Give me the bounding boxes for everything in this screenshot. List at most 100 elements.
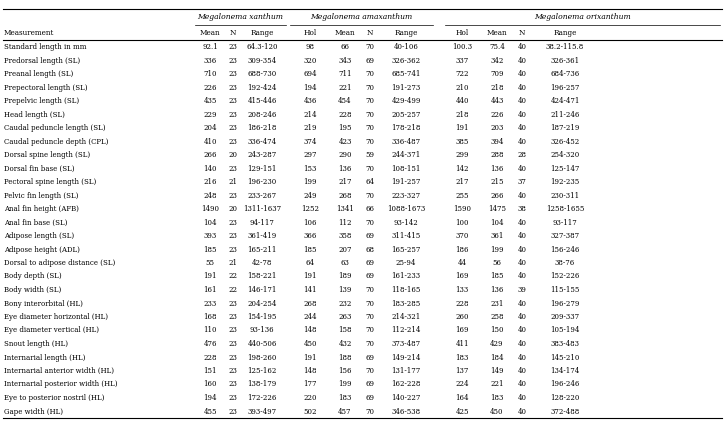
Text: 255: 255 — [455, 192, 469, 200]
Text: 244-371: 244-371 — [391, 151, 420, 159]
Text: Hol: Hol — [303, 29, 317, 37]
Text: 268: 268 — [338, 192, 352, 200]
Text: 336-487: 336-487 — [391, 137, 420, 146]
Text: 40: 40 — [518, 110, 526, 118]
Text: 142: 142 — [455, 165, 469, 173]
Text: 254-320: 254-320 — [550, 151, 579, 159]
Text: Range: Range — [553, 29, 576, 37]
Text: 221: 221 — [338, 83, 352, 91]
Text: 223-327: 223-327 — [391, 192, 420, 200]
Text: 232: 232 — [338, 299, 351, 308]
Text: Range: Range — [250, 29, 274, 37]
Text: 220: 220 — [303, 394, 317, 402]
Text: 710: 710 — [203, 70, 217, 78]
Text: 22: 22 — [229, 272, 237, 280]
Text: 185: 185 — [303, 245, 317, 253]
Text: 44: 44 — [457, 259, 467, 267]
Text: 133: 133 — [455, 286, 468, 294]
Text: 70: 70 — [365, 137, 375, 146]
Text: 1252: 1252 — [301, 205, 319, 213]
Text: 23: 23 — [229, 327, 237, 335]
Text: 210: 210 — [455, 83, 469, 91]
Text: 228: 228 — [203, 354, 217, 362]
Text: 23: 23 — [229, 299, 237, 308]
Text: Mean: Mean — [335, 29, 355, 37]
Text: 141: 141 — [303, 286, 317, 294]
Text: 22: 22 — [229, 286, 237, 294]
Text: 38.2-115.8: 38.2-115.8 — [546, 43, 584, 51]
Text: Caudal peduncle depth (CPL): Caudal peduncle depth (CPL) — [4, 137, 108, 146]
Text: 70: 70 — [365, 192, 375, 200]
Text: 23: 23 — [229, 219, 237, 226]
Text: 37: 37 — [518, 178, 526, 186]
Text: 191: 191 — [303, 272, 317, 280]
Text: N: N — [367, 29, 373, 37]
Text: 23: 23 — [229, 245, 237, 253]
Text: Predorsal length (SL): Predorsal length (SL) — [4, 57, 80, 64]
Text: 23: 23 — [229, 192, 237, 200]
Text: 204-254: 204-254 — [248, 299, 277, 308]
Text: 1341: 1341 — [336, 205, 354, 213]
Text: 311-415: 311-415 — [391, 232, 420, 240]
Text: 40: 40 — [518, 245, 526, 253]
Text: 64.3-120: 64.3-120 — [246, 43, 278, 51]
Text: 20: 20 — [229, 205, 237, 213]
Text: 153: 153 — [303, 165, 317, 173]
Text: 410: 410 — [203, 137, 217, 146]
Text: 69: 69 — [365, 394, 375, 402]
Text: 288: 288 — [490, 151, 504, 159]
Text: 104: 104 — [203, 219, 217, 226]
Text: 199: 199 — [303, 178, 317, 186]
Text: 208-246: 208-246 — [248, 110, 277, 118]
Text: 429-499: 429-499 — [391, 97, 420, 105]
Text: 188: 188 — [338, 354, 352, 362]
Text: 23: 23 — [229, 407, 237, 415]
Text: Gape width (HL): Gape width (HL) — [4, 407, 63, 415]
Text: 436: 436 — [303, 97, 317, 105]
Text: 70: 70 — [365, 70, 375, 78]
Text: 266: 266 — [203, 151, 217, 159]
Text: Dorsal to adipose distance (SL): Dorsal to adipose distance (SL) — [4, 259, 115, 267]
Text: 1088-1673: 1088-1673 — [387, 205, 425, 213]
Text: 70: 70 — [365, 97, 375, 105]
Text: 56: 56 — [492, 259, 502, 267]
Text: 450: 450 — [490, 407, 504, 415]
Text: 249: 249 — [303, 192, 317, 200]
Text: 160: 160 — [203, 381, 217, 388]
Text: 191: 191 — [455, 124, 469, 132]
Text: 383-483: 383-483 — [550, 340, 579, 348]
Text: 69: 69 — [365, 57, 375, 64]
Text: 23: 23 — [229, 97, 237, 105]
Text: 455: 455 — [203, 407, 217, 415]
Text: 711: 711 — [338, 70, 352, 78]
Text: Mean: Mean — [486, 29, 507, 37]
Text: 94-117: 94-117 — [250, 219, 274, 226]
Text: 169: 169 — [455, 327, 469, 335]
Text: 183-285: 183-285 — [391, 299, 420, 308]
Text: 40: 40 — [518, 299, 526, 308]
Text: 248: 248 — [203, 192, 217, 200]
Text: 25-94: 25-94 — [396, 259, 416, 267]
Text: Prepelvic length (SL): Prepelvic length (SL) — [4, 97, 79, 105]
Text: 66: 66 — [365, 205, 375, 213]
Text: 1490: 1490 — [201, 205, 219, 213]
Text: 40-106: 40-106 — [393, 43, 418, 51]
Text: Anal fin base (SL): Anal fin base (SL) — [4, 219, 68, 226]
Text: 40: 40 — [518, 137, 526, 146]
Text: 186: 186 — [455, 245, 469, 253]
Text: 148: 148 — [303, 367, 317, 375]
Text: 205-257: 205-257 — [391, 110, 420, 118]
Text: 42-78: 42-78 — [252, 259, 272, 267]
Text: 40: 40 — [518, 97, 526, 105]
Text: 70: 70 — [365, 367, 375, 375]
Text: 149: 149 — [490, 367, 504, 375]
Text: 39: 39 — [518, 286, 526, 294]
Text: 263: 263 — [338, 313, 351, 321]
Text: 40: 40 — [518, 124, 526, 132]
Text: 230-311: 230-311 — [550, 192, 579, 200]
Text: 195: 195 — [338, 124, 352, 132]
Text: 66: 66 — [340, 43, 349, 51]
Text: 118-165: 118-165 — [391, 286, 420, 294]
Text: 290: 290 — [338, 151, 352, 159]
Text: 424-471: 424-471 — [550, 97, 579, 105]
